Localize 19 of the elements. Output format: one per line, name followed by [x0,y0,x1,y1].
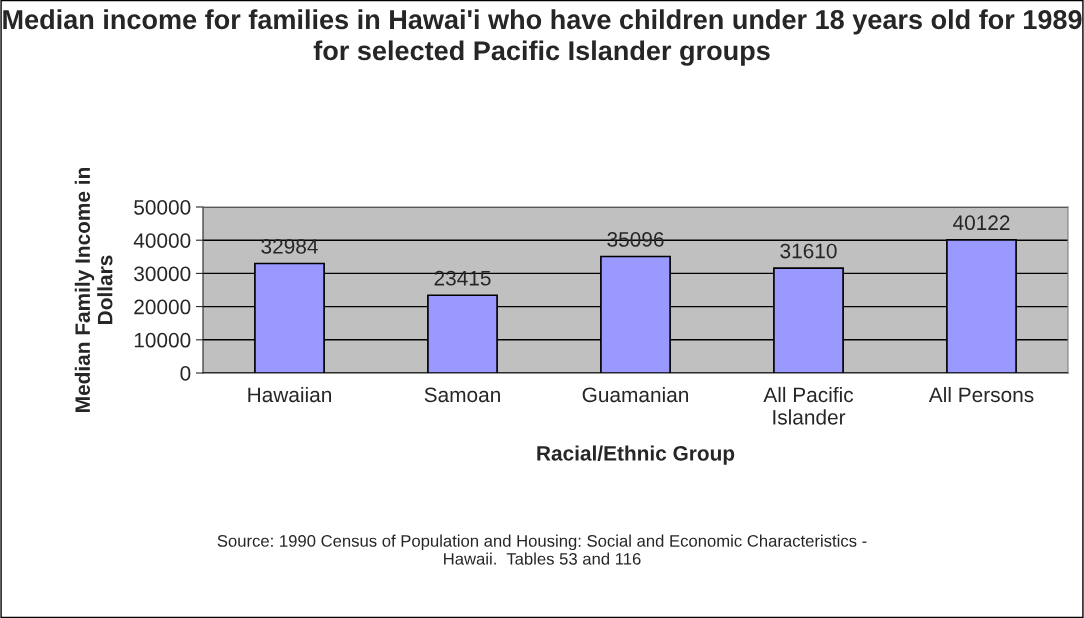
y-tick-label: 30000 [134,266,191,282]
y-tick-label: 20000 [134,299,191,315]
x-tick-label: Hawaiian [248,386,331,403]
data-label: 23415 [434,270,491,286]
x-tick-label: All Persons [928,386,1034,403]
data-label: 40122 [953,215,1010,231]
data-label: 32984 [261,239,318,254]
y-tick-label: 50000 [134,200,191,215]
y-tick-label: 10000 [134,332,191,348]
x-tick-label: Samoan [424,387,500,403]
chart-title: Median income for families in Hawai'i who have children under 18 years old for 1989 for selected Pacific Islander groups [3,9,1082,66]
data-label: 31610 [780,243,837,259]
x-tick-label: All Pacific Islander [763,386,854,425]
x-axis-title: Racial/Ethnic Group [537,445,735,465]
y-tick-label: 40000 [133,233,191,248]
source-note: Source: 1990 Census of Population and Housing: Social and Economic Characteristics - Hawaii. Tables 53 and 116 [217,534,867,565]
y-tick-label: 0 [180,366,191,381]
x-tick-label: Guamanian [582,386,689,403]
y-axis-title: Median Family Income in Dollars [74,167,113,412]
